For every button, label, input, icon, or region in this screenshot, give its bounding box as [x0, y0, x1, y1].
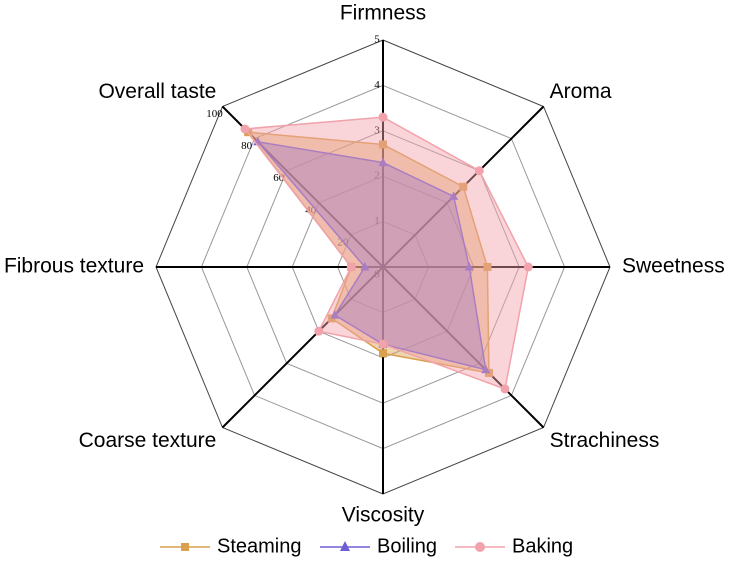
axis-spoke [221, 266, 384, 429]
axis-label: Sweetness [622, 255, 725, 278]
marker [330, 310, 340, 319]
r-tick-label: 4 [374, 79, 380, 91]
marker [378, 339, 388, 349]
marker [240, 124, 250, 134]
r2-tick-label: 60 [273, 172, 285, 184]
axis-label: Firmness [340, 2, 426, 25]
marker [481, 364, 491, 374]
r2-tick-label: 100 [206, 108, 223, 120]
axis-spoke [382, 266, 545, 429]
marker [379, 140, 387, 149]
marker [346, 262, 356, 272]
axis-label: Fibrous texture [4, 255, 144, 278]
marker [464, 262, 474, 271]
axis-label: Strachiness [550, 429, 660, 452]
r2-tick-label: 40 [305, 204, 317, 216]
marker [459, 182, 468, 191]
legend-label: Steaming [217, 535, 302, 557]
r-tick-label: 3 [374, 124, 380, 136]
legend-label: Boiling [377, 535, 437, 557]
r-tick-label: 2 [374, 170, 380, 182]
marker [314, 326, 324, 336]
marker [500, 384, 510, 394]
axis-label: Overall taste [98, 80, 216, 103]
r-tick-label: 5 [374, 34, 380, 46]
legend-marker [475, 542, 485, 552]
marker [474, 166, 484, 176]
marker [360, 262, 370, 271]
marker [523, 262, 533, 272]
marker [449, 191, 459, 200]
r-tick-label: 1 [374, 215, 380, 227]
legend-marker [181, 543, 189, 551]
legend-marker [340, 541, 350, 551]
marker [378, 112, 388, 122]
r-tick-label: 0 [374, 269, 380, 281]
axis-label: Coarse texture [79, 429, 217, 452]
r2-tick-label: 80 [241, 140, 253, 152]
axis-label: Viscosity [342, 504, 425, 527]
marker [378, 157, 388, 167]
marker [379, 349, 387, 358]
legend-label: Baking [512, 535, 573, 557]
axis-label: Aroma [550, 80, 612, 103]
marker [483, 263, 492, 271]
